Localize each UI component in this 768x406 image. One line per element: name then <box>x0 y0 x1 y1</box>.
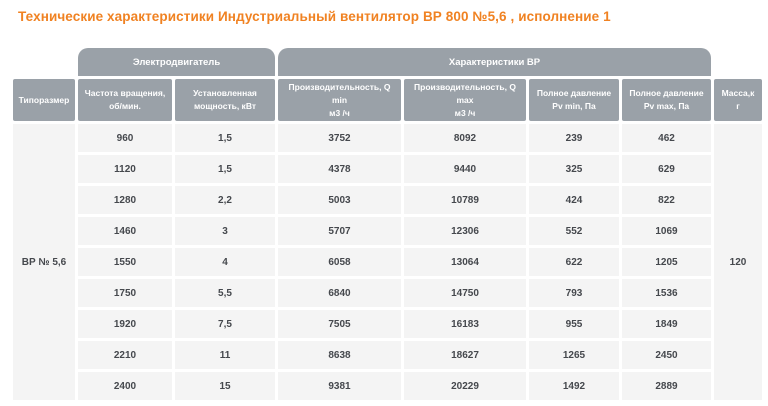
table-cell: 793 <box>529 279 619 307</box>
table-cell: 629 <box>622 155 711 183</box>
table-cell: 2889 <box>622 372 711 400</box>
column-header-mass: Масса,к г <box>714 79 762 121</box>
table-cell: 1550 <box>78 248 172 276</box>
column-header-capacity-qmin: Производительность, Q min м3 /ч <box>278 79 401 121</box>
page-title: Технические характеристики Индустриальны… <box>18 9 611 24</box>
table-cell: 2,2 <box>175 186 275 214</box>
table-cell: 2450 <box>622 341 711 369</box>
spec-table: Электродвигатель Характеристики ВР Типор… <box>13 48 762 400</box>
column-header-line: Полное давление <box>536 88 612 98</box>
table-cell: 1120 <box>78 155 172 183</box>
table-cell: 5,5 <box>175 279 275 307</box>
table-cell: 822 <box>622 186 711 214</box>
column-header-line: м3 /ч <box>454 107 476 118</box>
column-header-line: м3 /ч <box>329 107 350 118</box>
table-cell: 1750 <box>78 279 172 307</box>
column-header-line: Pv max, Па <box>643 101 690 111</box>
column-header-pressure-pvmin: Полное давление Pv min, Па <box>529 79 619 121</box>
table-cell: 1920 <box>78 310 172 338</box>
table-cell: 2400 <box>78 372 172 400</box>
table-cell: 4378 <box>278 155 401 183</box>
table-cell: 4 <box>175 248 275 276</box>
table-cell: 239 <box>529 124 619 152</box>
column-header-line: г <box>736 101 740 111</box>
typesize-cell: ВР № 5,6 <box>13 124 75 400</box>
table-cell: 6840 <box>278 279 401 307</box>
table-cell: 8092 <box>404 124 526 152</box>
column-header-installed-power: Установленная мощность, кВт <box>175 79 275 121</box>
column-header-line: Полное давление <box>629 88 704 98</box>
table-cell: 960 <box>78 124 172 152</box>
table-cell: 1536 <box>622 279 711 307</box>
table-cell: 462 <box>622 124 711 152</box>
table-cell: 2210 <box>78 341 172 369</box>
table-cell: 1205 <box>622 248 711 276</box>
table-cell: 1,5 <box>175 124 275 152</box>
table-cell: 10789 <box>404 186 526 214</box>
table-cell: 18627 <box>404 341 526 369</box>
table-cell: 7,5 <box>175 310 275 338</box>
table-cell: 20229 <box>404 372 526 400</box>
table-cell: 622 <box>529 248 619 276</box>
column-header-line: Типоразмер <box>18 94 70 105</box>
column-header-capacity-qmax: Производительность, Q max м3 /ч <box>404 79 526 121</box>
table-cell: 15 <box>175 372 275 400</box>
table-cell: 16183 <box>404 310 526 338</box>
table-cell: 14750 <box>404 279 526 307</box>
column-header-line: Производительность, Q max <box>414 81 516 105</box>
table-cell: 1,5 <box>175 155 275 183</box>
table-cell: 13064 <box>404 248 526 276</box>
table-cell: 955 <box>529 310 619 338</box>
table-cell: 1460 <box>78 217 172 245</box>
table-cell: 424 <box>529 186 619 214</box>
column-header-line: об/мин. <box>109 101 141 111</box>
table-cell: 3 <box>175 217 275 245</box>
column-header-line: Частота вращения, <box>84 88 166 98</box>
column-header-rotation-speed: Частота вращения, об/мин. <box>78 79 172 121</box>
table-cell: 5003 <box>278 186 401 214</box>
column-header-pressure-pvmax: Полное давление Pv max, Па <box>622 79 711 121</box>
column-header-line: Установленная <box>193 88 257 98</box>
table-cell: 11 <box>175 341 275 369</box>
table-cell: 12306 <box>404 217 526 245</box>
table-cell: 9381 <box>278 372 401 400</box>
group-header-spacer-left <box>13 48 75 76</box>
column-header-typesize: Типоразмер <box>13 79 75 121</box>
column-header-line: мощность, кВт <box>193 101 257 111</box>
mass-cell: 120 <box>714 124 762 400</box>
table-cell: 8638 <box>278 341 401 369</box>
table-cell: 325 <box>529 155 619 183</box>
table-cell: 3752 <box>278 124 401 152</box>
table-cell: 9440 <box>404 155 526 183</box>
group-header-motor: Электродвигатель <box>78 48 275 76</box>
table-cell: 1265 <box>529 341 619 369</box>
column-header-line: Производительность, Q min <box>288 81 391 105</box>
table-cell: 1069 <box>622 217 711 245</box>
group-header-spacer-right <box>714 48 762 76</box>
column-header-line: Масса,к <box>721 88 755 98</box>
table-cell: 7505 <box>278 310 401 338</box>
table-cell: 6058 <box>278 248 401 276</box>
table-cell: 1492 <box>529 372 619 400</box>
table-cell: 1280 <box>78 186 172 214</box>
table-cell: 552 <box>529 217 619 245</box>
column-header-line: Pv min, Па <box>552 101 596 111</box>
table-cell: 1849 <box>622 310 711 338</box>
table-cell: 5707 <box>278 217 401 245</box>
group-header-fan: Характеристики ВР <box>278 48 711 76</box>
